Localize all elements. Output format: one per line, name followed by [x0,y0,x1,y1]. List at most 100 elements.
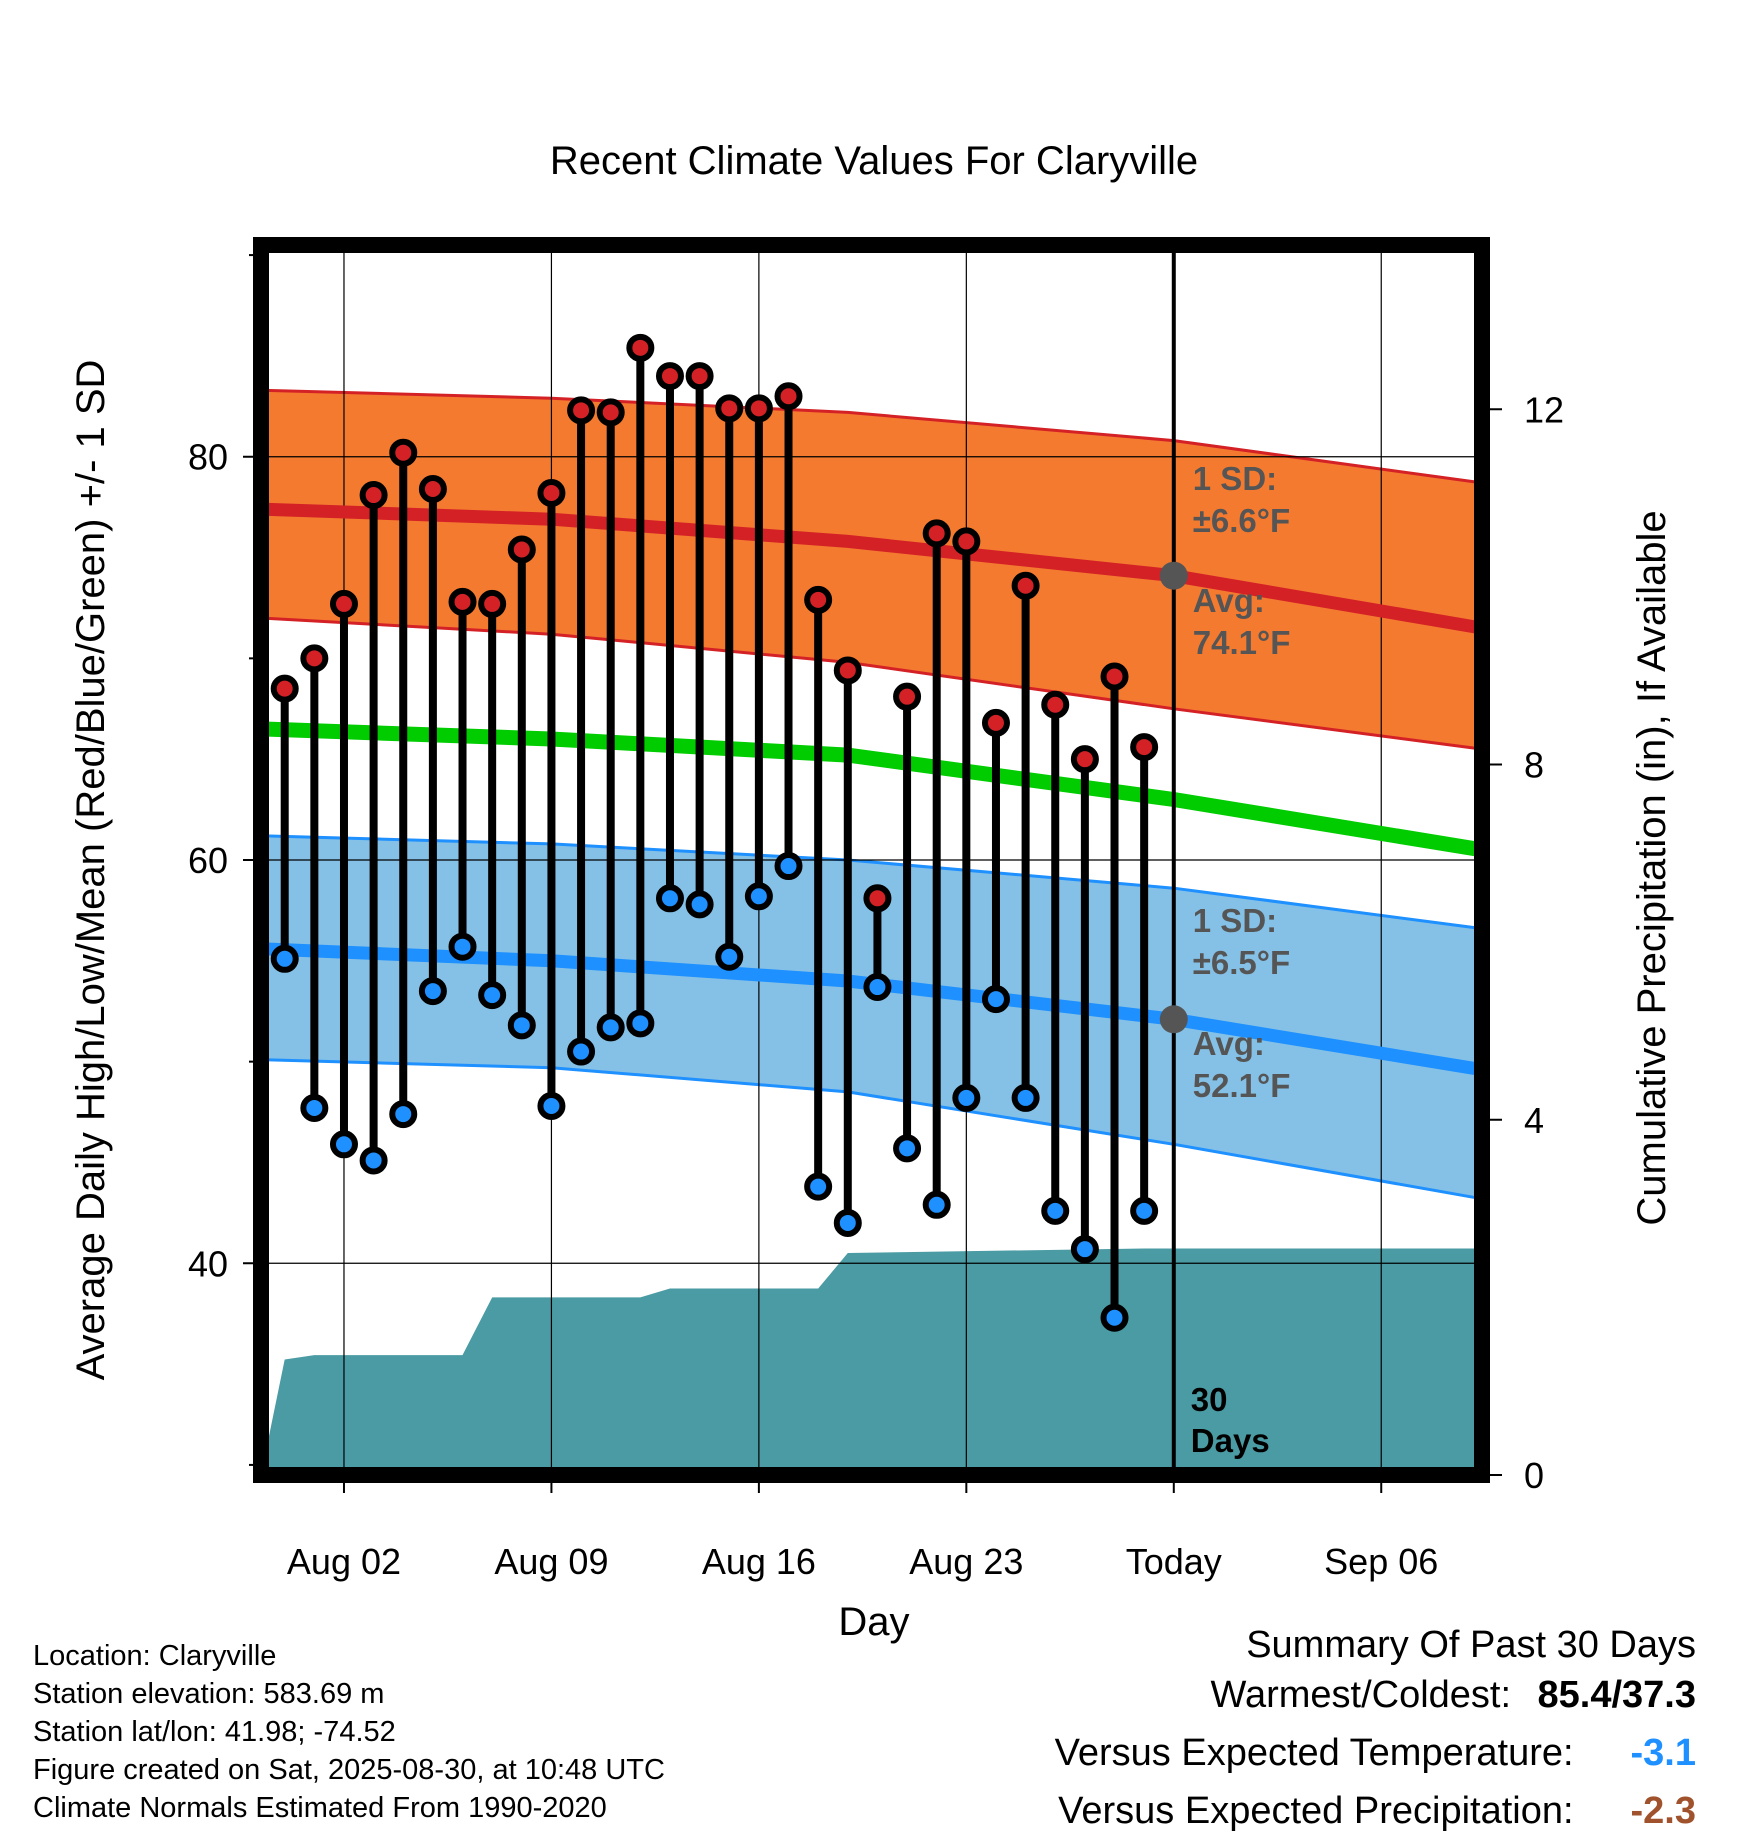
precipitation-area [261,1248,1482,1475]
warm-cold-label: Warmest/Coldest: [1210,1674,1512,1716]
daily-high-point [359,481,388,510]
daily-low-point [1041,1196,1070,1225]
daily-high-point [715,394,744,423]
daily-low-point [507,1011,536,1040]
temp-anomaly-label: Versus Expected Temperature: [1054,1732,1574,1774]
y2-tick-label-12: 12 [1524,389,1564,430]
daily-low-point [922,1190,951,1219]
station-latlon: Station lat/lon: 41.98; -74.52 [33,1716,396,1748]
avg-low-marker [1159,1005,1188,1034]
figure-created: Figure created on Sat, 2025-08-30, at 10… [33,1754,665,1786]
daily-high-point [952,527,981,556]
climate-normals-note: Climate Normals Estimated From 1990-2020 [33,1792,607,1824]
low-sd-band [261,835,1482,1199]
y2-tick-label-4: 4 [1524,1100,1544,1141]
low-avg-label: Avg: [1193,1025,1265,1062]
x-tick-label: Aug 16 [702,1541,816,1582]
daily-low-point [1130,1196,1159,1225]
daily-low-point [655,884,684,913]
daily-low-point [685,890,714,919]
daily-low-point [596,1013,625,1042]
daily-low-point [478,981,507,1010]
station-location: Location: Claryville [33,1640,277,1672]
x-axis-label: Day [838,1600,909,1644]
plot-area: 1 SD: ±6.6°F Avg: 74.1°F 1 SD: ±6.5°F Avg: 52.1… [188,237,1564,1582]
daily-low-point [804,1172,833,1201]
daily-low-point [359,1146,388,1175]
precip-anomaly-value: -2.3 [1630,1790,1696,1832]
high-plus-sd-line [260,388,1483,485]
x-tick-label: Aug 09 [494,1541,608,1582]
daily-high-point [1070,745,1099,774]
x-tick-label: Today [1126,1541,1222,1582]
summary-heading: Summary Of Past 30 Days [1246,1624,1696,1666]
days-count-label: 30 [1191,1381,1228,1418]
station-elevation: Station elevation: 583.69 m [33,1678,385,1710]
daily-high-point [685,362,714,391]
x-tick-label: Sep 06 [1324,1541,1438,1582]
daily-high-point [804,585,833,614]
daily-high-point [774,382,803,411]
days-unit-label: Days [1191,1422,1270,1459]
daily-low-point [448,932,477,961]
y-axis-left-label: Average Daily High/Low/Mean (Red/Blue/Gr… [69,360,113,1381]
low-sd-value: ±6.5°F [1193,944,1290,981]
daily-high-point [833,656,862,685]
y-tick-label-80: 80 [188,437,228,478]
daily-high-point [596,398,625,427]
daily-high-point [270,674,299,703]
daily-low-point [300,1094,329,1123]
summary-panel: Summary Of Past 30 Days Warmest/Coldest:… [1055,1620,1696,1844]
daily-low-point [744,882,773,911]
daily-low-point [1100,1303,1129,1332]
daily-low-point [1011,1083,1040,1112]
y2-tick-label-8: 8 [1524,745,1544,786]
daily-high-point [418,474,447,503]
daily-high-point [537,479,566,508]
daily-low-point [893,1134,922,1163]
daily-low-point [863,973,892,1002]
daily-low-point [567,1037,596,1066]
daily-low-point [715,942,744,971]
high-sd-band [261,390,1482,750]
warm-cold-value: 85.4/37.3 [1537,1674,1696,1716]
daily-low-point [774,852,803,881]
low-sd-label: 1 SD: [1193,902,1277,939]
high-sd-value: ±6.6°F [1193,502,1290,539]
daily-high-point [1130,733,1159,762]
daily-high-point [893,682,922,711]
daily-high-point [1100,662,1129,691]
normal-high-line [260,502,1484,635]
precip-anomaly-label: Versus Expected Precipitation: [1058,1790,1574,1832]
daily-high-point [389,438,418,467]
station-info: Location: Claryville Station elevation: … [33,1637,665,1827]
daily-low-point [389,1100,418,1129]
daily-high-point [626,333,655,362]
daily-high-point [300,644,329,673]
daily-low-point [270,944,299,973]
daily-high-point [1011,571,1040,600]
x-tick-label: Aug 23 [909,1541,1023,1582]
daily-high-point [567,396,596,425]
y2-tick-label-0: 0 [1524,1455,1544,1496]
daily-low-point [952,1083,981,1112]
chart-title: Recent Climate Values For Claryville [550,139,1198,183]
daily-low-point [981,985,1010,1014]
daily-high-point [478,589,507,618]
daily-high-point [655,362,684,391]
high-avg-value: 74.1°F [1193,624,1291,661]
y-tick-label-60: 60 [188,840,228,881]
daily-low-point [833,1208,862,1237]
daily-high-point [922,519,951,548]
daily-high-point [744,394,773,423]
avg-high-marker [1159,561,1188,590]
y-axis-right-label: Cumulative Precipitation (in), If Availa… [1630,510,1674,1225]
low-avg-value: 52.1°F [1193,1067,1291,1104]
daily-high-point [1041,690,1070,719]
daily-high-point [329,589,358,618]
daily-high-point [448,587,477,616]
daily-high-point [863,884,892,913]
daily-low-point [537,1092,566,1120]
high-avg-label: Avg: [1193,582,1265,619]
